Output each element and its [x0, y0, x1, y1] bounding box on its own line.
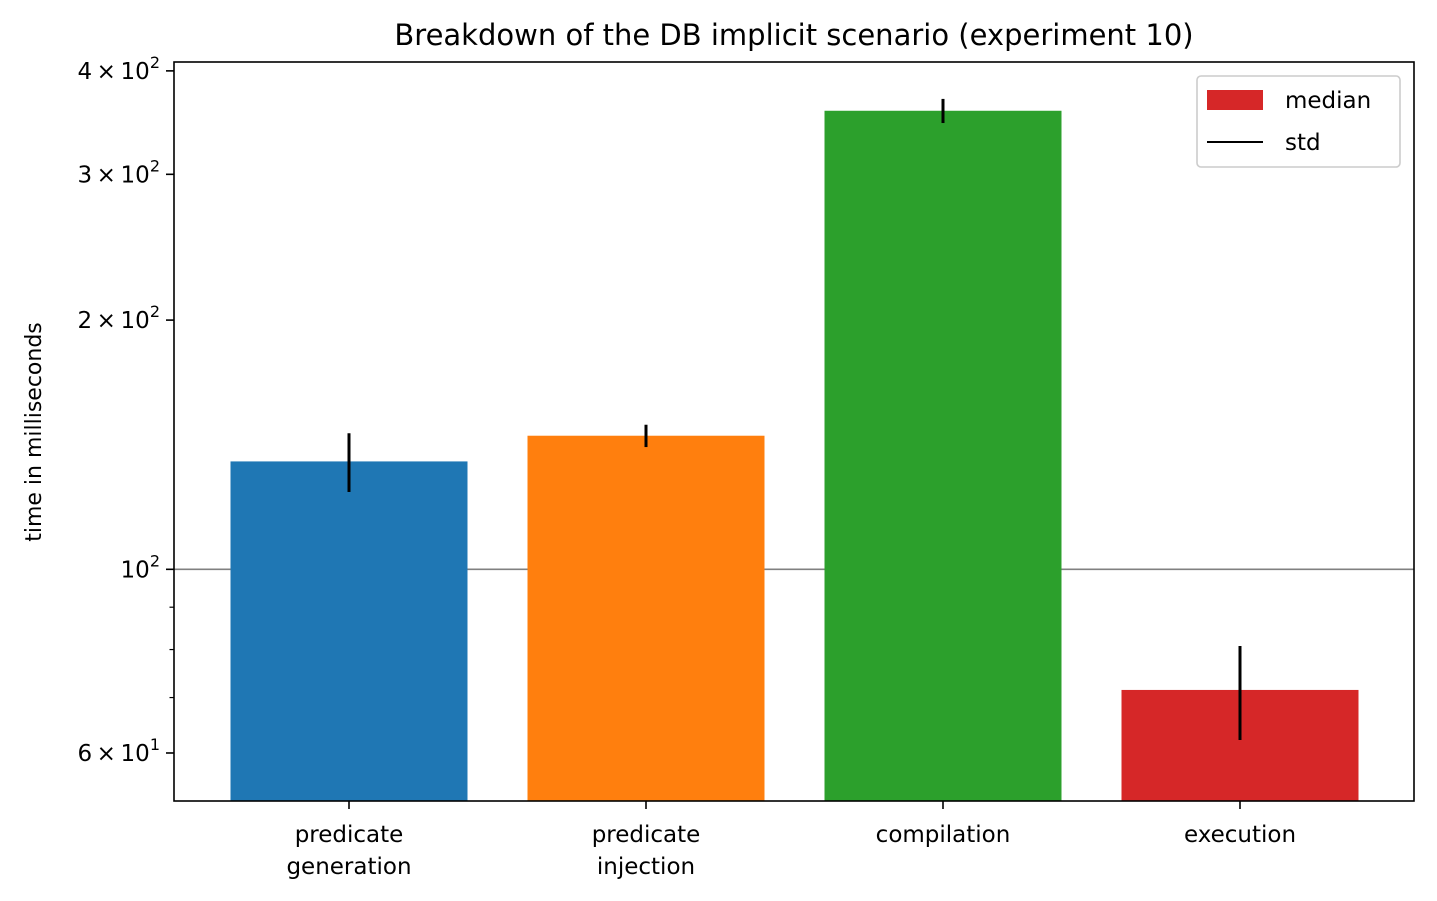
plot-frame — [173, 61, 1415, 802]
x-tick-label-3: execution — [1184, 822, 1296, 848]
bar-1 — [527, 435, 765, 801]
y-tick-label-3: 3 × 102 — [77, 156, 160, 188]
legend-swatch-0 — [1207, 90, 1263, 110]
y-tick-label-1: 102 — [121, 551, 160, 583]
bar-2 — [824, 110, 1062, 802]
y-tick-label-0: 6 × 101 — [77, 735, 160, 767]
y-axis: 6 × 101 102 2 × 102 3 × 102 4 × 102 — [77, 53, 174, 767]
x-tick-label-0: predicate generation — [286, 822, 411, 880]
y-axis-label: time in milliseconds — [22, 322, 47, 542]
x-axis: predicate generation predicate injection com… — [286, 801, 1296, 880]
bars — [230, 110, 1359, 802]
y-tick-label-2: 2 × 102 — [77, 302, 160, 334]
chart-title: Breakdown of the DB implicit scenario (e… — [394, 18, 1193, 52]
bar-0 — [230, 461, 468, 801]
legend-label-0: median — [1285, 88, 1371, 114]
error-bars — [347, 98, 1242, 741]
x-tick-label-2: compilation — [876, 822, 1011, 848]
legend: median std — [1196, 75, 1401, 168]
y-tick-label-4: 4 × 102 — [77, 53, 160, 85]
legend-label-1: std — [1285, 130, 1321, 156]
x-tick-label-1: predicate injection — [592, 822, 701, 880]
